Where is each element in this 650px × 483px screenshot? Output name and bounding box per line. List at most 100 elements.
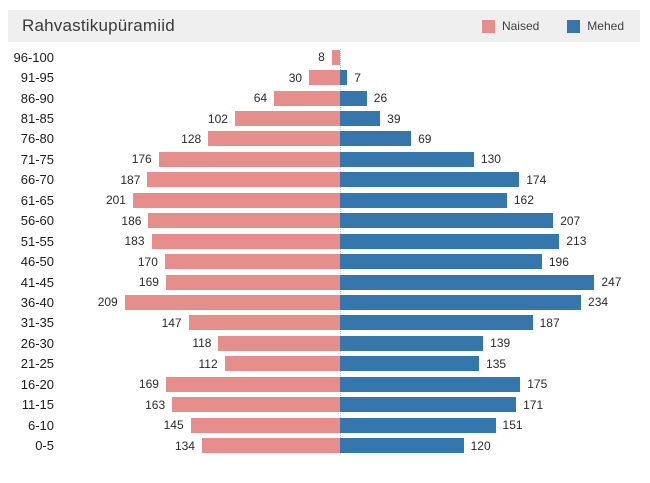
- naised-value-label: 8: [318, 50, 325, 65]
- naised-bar[interactable]: [274, 90, 340, 106]
- pyramid-row: 96-100 8: [0, 47, 650, 67]
- age-group-label: 46-50: [20, 254, 54, 270]
- naised-bar[interactable]: [172, 397, 340, 413]
- naised-value-label: 134: [174, 438, 195, 453]
- mehed-zone: 171: [340, 397, 650, 413]
- mehed-value-label: 69: [418, 131, 432, 146]
- naised-value-label: 118: [192, 336, 212, 351]
- naised-bar[interactable]: [201, 438, 340, 454]
- naised-value-label: 30: [288, 70, 303, 85]
- naised-zone: 134: [54, 438, 340, 454]
- naised-bar[interactable]: [218, 335, 340, 351]
- naised-bar[interactable]: [208, 131, 340, 147]
- naised-bar[interactable]: [165, 274, 340, 290]
- naised-zone: 118: [54, 335, 340, 351]
- mehed-swatch-icon: [567, 19, 581, 33]
- mehed-bar[interactable]: [340, 111, 381, 127]
- mehed-zone: 151: [340, 417, 650, 433]
- naised-bar[interactable]: [190, 417, 340, 433]
- age-group-label: 6-10: [27, 417, 54, 433]
- age-group-label: 11-15: [21, 397, 54, 413]
- mehed-value-label: 207: [560, 213, 581, 228]
- naised-bar[interactable]: [148, 213, 340, 229]
- center-axis-line: [340, 49, 341, 454]
- naised-zone: 170: [54, 254, 340, 270]
- age-group-label: 31-35: [20, 315, 54, 331]
- pyramid-row: 71-75 176 130: [0, 149, 650, 169]
- mehed-bar[interactable]: [340, 70, 348, 86]
- mehed-bar[interactable]: [340, 172, 520, 188]
- mehed-value-label: 7: [354, 70, 361, 85]
- naised-zone: 30: [54, 70, 340, 86]
- legend-item-naised[interactable]: Naised: [481, 19, 539, 33]
- mehed-bar[interactable]: [340, 233, 560, 249]
- age-group-label: 86-90: [20, 90, 54, 106]
- mehed-value-label: 234: [588, 295, 609, 310]
- pyramid-row: 76-80 128 69: [0, 129, 650, 149]
- pyramid-row: 0-5 134 120: [0, 435, 650, 455]
- mehed-zone: 207: [340, 213, 650, 229]
- mehed-bar[interactable]: [340, 315, 533, 331]
- naised-bar[interactable]: [147, 172, 340, 188]
- mehed-bar[interactable]: [340, 192, 507, 208]
- pyramid-row: 81-85 102 39: [0, 108, 650, 128]
- naised-bar[interactable]: [151, 233, 340, 249]
- naised-bar[interactable]: [188, 315, 340, 331]
- naised-swatch-icon: [481, 19, 495, 33]
- mehed-value-label: 213: [566, 234, 587, 249]
- mehed-value-label: 162: [513, 193, 534, 208]
- mehed-bar[interactable]: [340, 254, 542, 270]
- naised-zone: 64: [54, 90, 340, 106]
- pyramid-row: 46-50 170 196: [0, 251, 650, 271]
- age-group-label: 81-85: [20, 111, 54, 127]
- mehed-bar[interactable]: [340, 335, 484, 351]
- age-group-label: 76-80: [20, 131, 54, 147]
- naised-bar[interactable]: [234, 111, 340, 127]
- age-group-label: 36-40: [20, 294, 54, 310]
- mehed-value-label: 120: [470, 438, 491, 453]
- mehed-bar[interactable]: [340, 213, 554, 229]
- mehed-zone: 196: [340, 254, 650, 270]
- naised-bar[interactable]: [158, 151, 340, 167]
- naised-zone: 209: [54, 294, 340, 310]
- naised-zone: 169: [54, 376, 340, 392]
- mehed-value-label: 135: [486, 356, 507, 371]
- naised-zone: 186: [54, 213, 340, 229]
- mehed-bar[interactable]: [340, 438, 464, 454]
- legend-item-mehed[interactable]: Mehed: [567, 19, 624, 33]
- pyramid-row: 11-15 163 171: [0, 394, 650, 414]
- naised-zone: 147: [54, 315, 340, 331]
- pyramid-row: 31-35 147 187: [0, 313, 650, 333]
- mehed-zone: 139: [340, 335, 650, 351]
- naised-bar[interactable]: [124, 294, 340, 310]
- age-group-label: 61-65: [20, 192, 54, 208]
- naised-bar[interactable]: [165, 376, 340, 392]
- mehed-bar[interactable]: [340, 294, 582, 310]
- mehed-bar[interactable]: [340, 131, 412, 147]
- mehed-bar[interactable]: [340, 274, 595, 290]
- pyramid-row: 51-55 183 213: [0, 231, 650, 251]
- naised-zone: 112: [54, 356, 340, 372]
- mehed-bar[interactable]: [340, 90, 367, 106]
- naised-bar[interactable]: [224, 356, 340, 372]
- chart-title: Rahvastikupüramiid: [22, 16, 175, 35]
- mehed-bar[interactable]: [340, 356, 480, 372]
- naised-value-label: 169: [138, 275, 159, 290]
- naised-bar[interactable]: [132, 192, 340, 208]
- naised-value-label: 145: [163, 418, 184, 433]
- mehed-value-label: 130: [480, 152, 501, 167]
- naised-bar[interactable]: [164, 254, 340, 270]
- pyramid-row: 36-40 209 234: [0, 292, 650, 312]
- mehed-bar[interactable]: [340, 151, 474, 167]
- naised-bar[interactable]: [309, 70, 340, 86]
- mehed-bar[interactable]: [340, 417, 496, 433]
- mehed-zone: 162: [340, 192, 650, 208]
- mehed-bar[interactable]: [340, 397, 517, 413]
- pyramid-row: 61-65 201 162: [0, 190, 650, 210]
- mehed-value-label: 151: [502, 418, 523, 433]
- naised-bar[interactable]: [331, 49, 340, 65]
- naised-value-label: 183: [124, 234, 145, 249]
- naised-zone: 201: [54, 192, 340, 208]
- mehed-bar[interactable]: [340, 376, 521, 392]
- mehed-value-label: 39: [387, 111, 401, 126]
